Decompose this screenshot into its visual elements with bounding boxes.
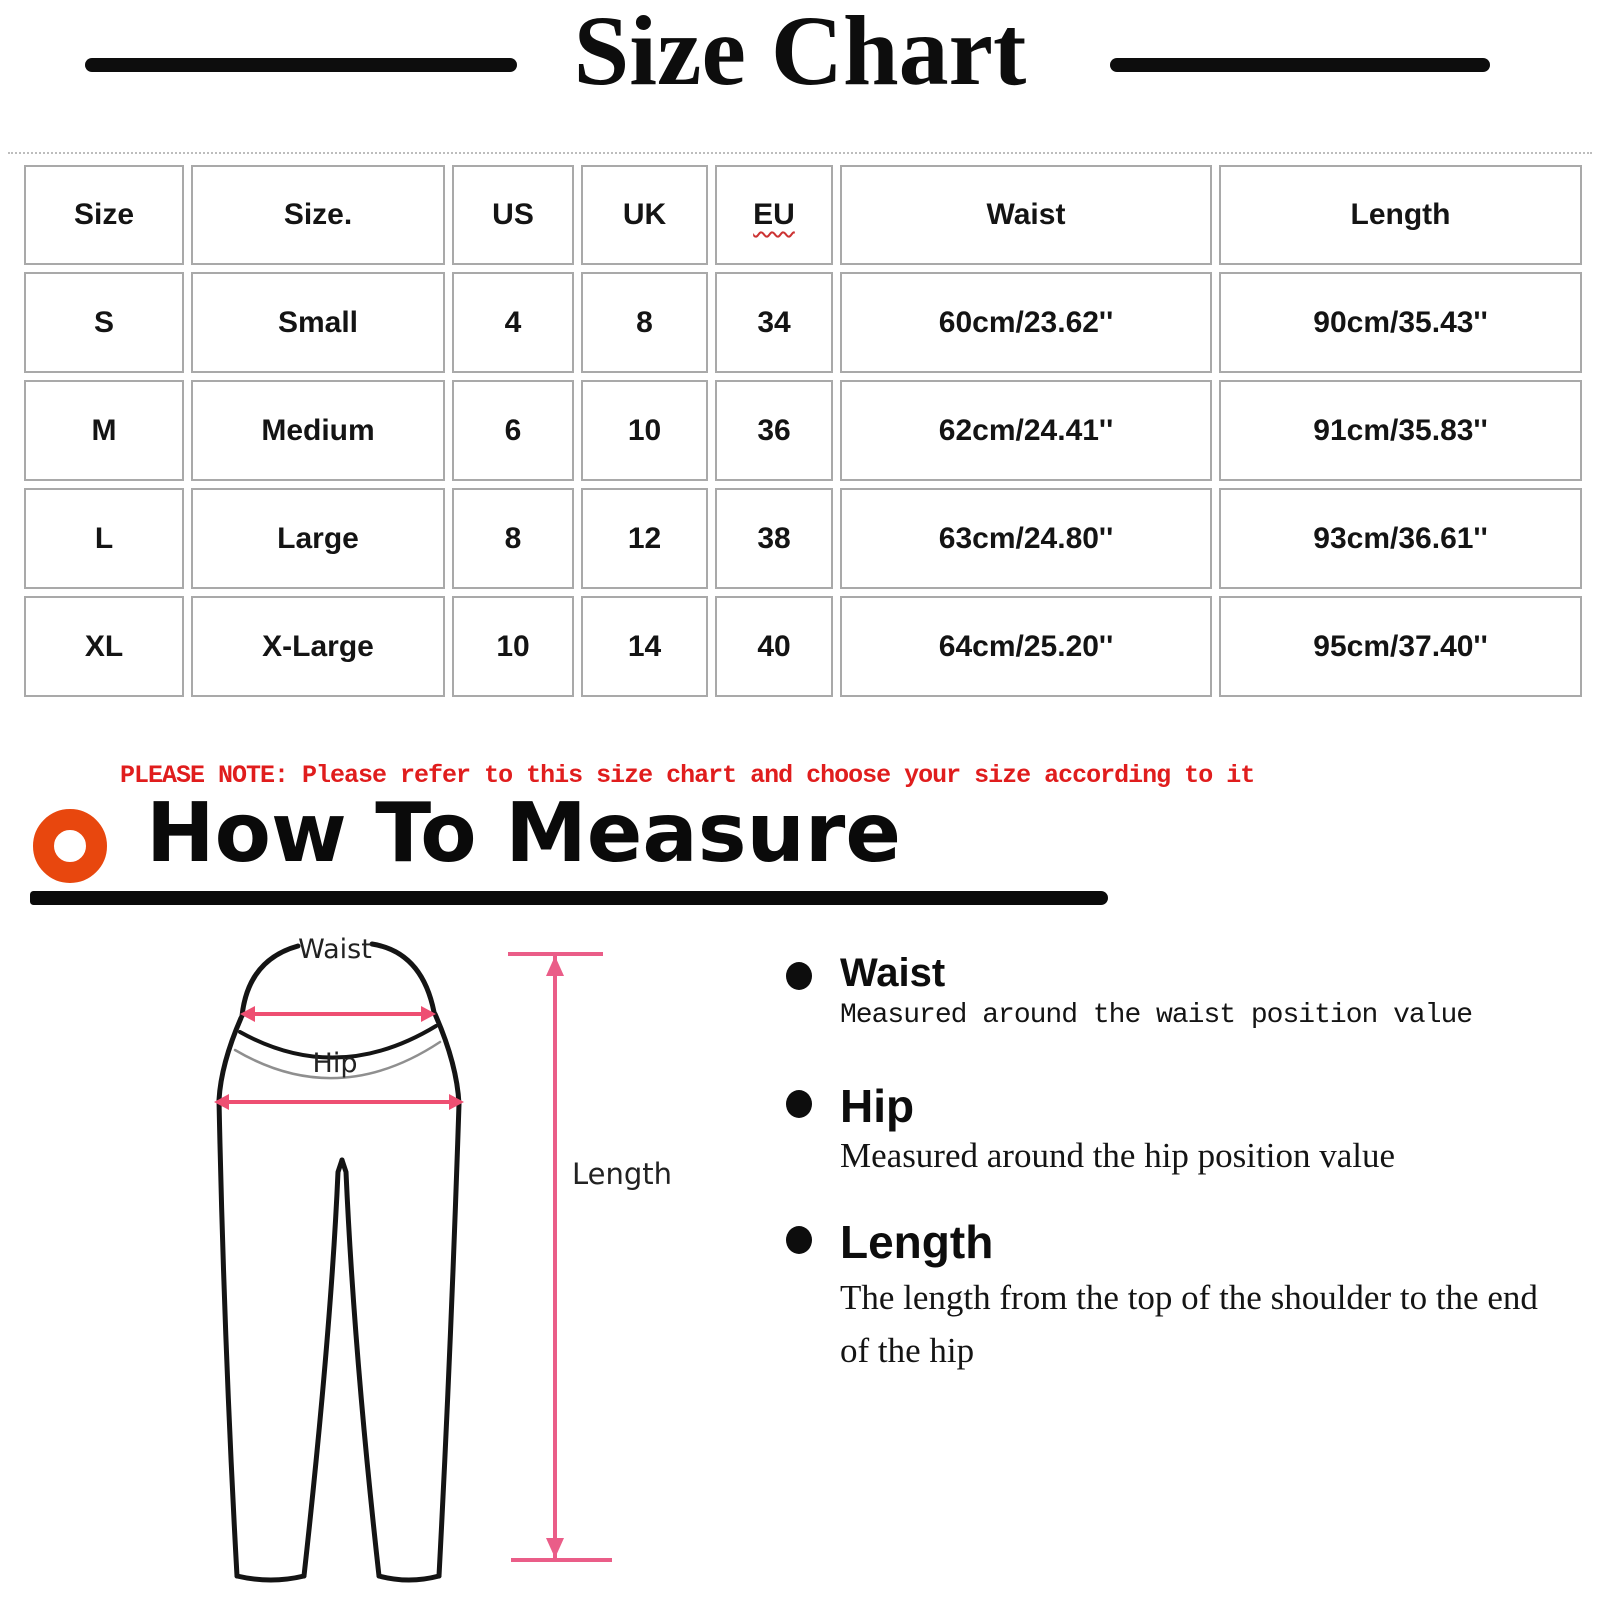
- table-cell: 40: [715, 596, 833, 697]
- column-header-size: Size.: [191, 165, 445, 265]
- diagram-waist-label: Waist: [298, 934, 372, 965]
- column-header-waist: Waist: [840, 165, 1212, 265]
- table-row: S Small 4 8 34 60cm/23.62'' 90cm/35.43'': [24, 272, 1582, 373]
- table-cell: 38: [715, 488, 833, 589]
- table-cell: L: [24, 488, 184, 589]
- table-cell: 12: [581, 488, 708, 589]
- size-table: Size Size. US UK EU Waist Length S Small 4 8 34 60c…: [17, 158, 1589, 704]
- measure-item-label: Waist: [840, 951, 946, 995]
- size-note: PLEASE NOTE: Please refer to this size c…: [120, 761, 1255, 790]
- column-header-us: US: [452, 165, 574, 265]
- table-cell: 63cm/24.80'': [840, 488, 1212, 589]
- bullet-dot-icon: [786, 962, 812, 990]
- measure-item-waist: Waist Measured around the waist position…: [786, 951, 1473, 1031]
- measure-item-description: Measured around the waist position value: [840, 1000, 1473, 1031]
- orange-ring-icon: [33, 809, 107, 883]
- page-title: Size Chart: [573, 0, 1027, 106]
- heading-underline: [30, 891, 1108, 905]
- measure-item-hip: Hip Measured around the hip position val…: [786, 1082, 1395, 1176]
- table-row: L Large 8 12 38 63cm/24.80'' 93cm/36.61'': [24, 488, 1582, 589]
- bullet-dot-icon: [786, 1090, 812, 1118]
- column-header-eu: EU: [715, 165, 833, 265]
- table-cell: X-Large: [191, 596, 445, 697]
- column-header-length: Length: [1219, 165, 1582, 265]
- column-header-uk: UK: [581, 165, 708, 265]
- table-cell: 91cm/35.83'': [1219, 380, 1582, 481]
- table-row: XL X-Large 10 14 40 64cm/25.20'' 95cm/37.40'': [24, 596, 1582, 697]
- table-cell: 14: [581, 596, 708, 697]
- column-header-size: Size: [24, 165, 184, 265]
- measure-item-label: Length: [840, 1216, 994, 1268]
- measure-item-length: Length The length from the top of the sh…: [786, 1218, 1540, 1377]
- how-to-measure-heading: How To Measure: [146, 786, 901, 881]
- table-cell: Large: [191, 488, 445, 589]
- table-cell: 10: [452, 596, 574, 697]
- bullet-dot-icon: [786, 1226, 812, 1254]
- table-cell: 8: [452, 488, 574, 589]
- table-cell: S: [24, 272, 184, 373]
- table-top-divider: [8, 152, 1592, 154]
- table-cell: 60cm/23.62'': [840, 272, 1212, 373]
- pants-measurement-diagram: Waist Hip Length: [214, 934, 672, 1583]
- table-cell: 95cm/37.40'': [1219, 596, 1582, 697]
- table-cell: Small: [191, 272, 445, 373]
- table-cell: 93cm/36.61'': [1219, 488, 1582, 589]
- measure-item-description: The length from the top of the shoulder …: [840, 1278, 1538, 1370]
- title-rule-left: [85, 58, 517, 72]
- table-cell: 6: [452, 380, 574, 481]
- measure-item-label: Hip: [840, 1080, 915, 1132]
- table-cell: 8: [581, 272, 708, 373]
- table-header-row: Size Size. US UK EU Waist Length: [24, 165, 1582, 265]
- table-cell: M: [24, 380, 184, 481]
- table-row: M Medium 6 10 36 62cm/24.41'' 91cm/35.83'': [24, 380, 1582, 481]
- diagram-hip-label: Hip: [313, 1048, 358, 1079]
- table-cell: 4: [452, 272, 574, 373]
- table-cell: Medium: [191, 380, 445, 481]
- title-rule-right: [1110, 58, 1490, 72]
- waist-arrow: [240, 1006, 436, 1022]
- measure-item-description: Measured around the hip position value: [840, 1136, 1396, 1176]
- length-line: [508, 952, 612, 1562]
- hip-arrow: [214, 1094, 464, 1110]
- table-cell: 34: [715, 272, 833, 373]
- table-cell: 10: [581, 380, 708, 481]
- table-cell: 62cm/24.41'': [840, 380, 1212, 481]
- table-cell: 64cm/25.20'': [840, 596, 1212, 697]
- pants-outline: [216, 941, 462, 1583]
- table-cell: 36: [715, 380, 833, 481]
- table-cell: XL: [24, 596, 184, 697]
- diagram-length-label: Length: [572, 1157, 672, 1191]
- table-cell: 90cm/35.43'': [1219, 272, 1582, 373]
